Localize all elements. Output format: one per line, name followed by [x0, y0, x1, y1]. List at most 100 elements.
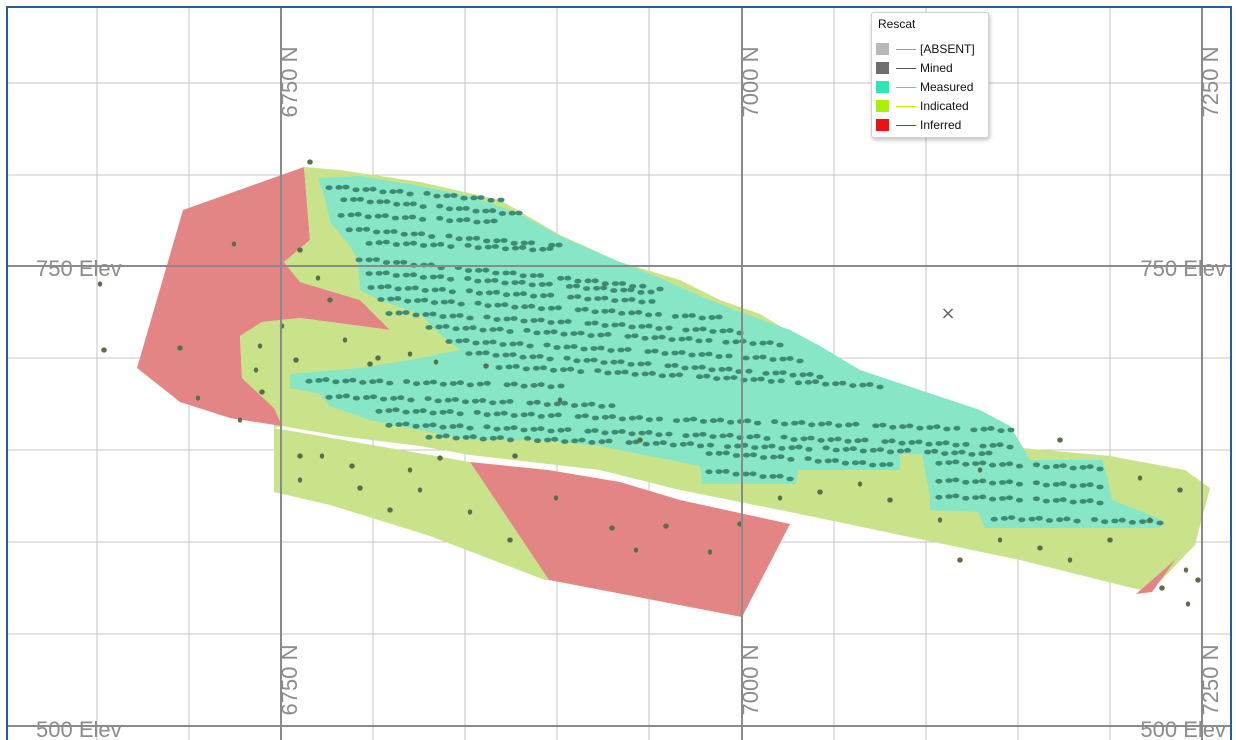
drill-hole-dot — [490, 218, 498, 224]
drill-hole-dot — [425, 325, 433, 330]
drill-hole-dot — [365, 241, 373, 246]
drill-hole-dot — [528, 282, 536, 288]
drill-hole-dot — [554, 412, 562, 418]
drill-hole-dot — [510, 425, 518, 431]
drill-hole-dot — [397, 395, 405, 401]
drill-hole-dot — [999, 496, 1007, 501]
drill-hole-dot — [769, 357, 777, 362]
drill-hole-dot — [1042, 482, 1050, 488]
drill-hole-dot — [656, 286, 664, 292]
drill-hole-dot — [429, 422, 437, 428]
drill-hole-dot — [553, 345, 561, 350]
drill-hole-dot — [1042, 464, 1050, 470]
drill-hole-dot — [492, 353, 500, 358]
drill-hole-dot — [1057, 437, 1063, 443]
drill-hole-dot — [601, 414, 610, 420]
drill-hole-dot — [709, 434, 717, 439]
legend-item-mined[interactable]: Mined — [876, 60, 988, 76]
drill-hole-dot — [611, 298, 619, 303]
drill-hole-dot — [825, 421, 833, 426]
drill-hole-dot — [979, 443, 987, 449]
drill-hole-dot — [500, 410, 508, 416]
drill-hole-dot — [423, 191, 431, 196]
drill-hole-dot — [237, 417, 243, 423]
drill-hole-dot — [400, 231, 408, 237]
drill-hole-dot — [410, 231, 418, 237]
drill-hole-dot — [796, 358, 804, 364]
drill-hole-dot — [447, 276, 455, 282]
drill-hole-dot — [572, 283, 581, 289]
drill-hole-dot — [618, 311, 626, 316]
drill-hole-dot — [506, 399, 514, 404]
drill-hole-dot — [381, 213, 389, 219]
drill-hole-dot — [977, 467, 983, 473]
drill-hole-dot — [671, 314, 680, 319]
legend[interactable]: Rescat [ABSENT] Mined Measured Indicated… — [871, 12, 989, 138]
drill-hole-dot — [851, 460, 860, 466]
drill-hole-dot — [530, 318, 538, 323]
drill-hole-dot — [377, 284, 385, 290]
drill-hole-dot — [678, 336, 686, 342]
drill-hole-dot — [962, 479, 970, 485]
drill-hole-dot — [786, 476, 794, 482]
drill-hole-dot — [762, 371, 770, 376]
drill-hole-dot — [483, 363, 489, 369]
drill-hole-dot — [808, 422, 816, 428]
drill-hole-dot — [509, 270, 517, 276]
drill-hole-dot — [257, 343, 263, 349]
drill-hole-dot — [379, 189, 387, 195]
drill-hole-dot — [425, 434, 433, 440]
legend-item-absent[interactable]: [ABSENT] — [876, 41, 988, 57]
drill-hole-dot — [611, 429, 619, 435]
drill-hole-dot — [421, 288, 429, 293]
drill-hole-dot — [609, 525, 615, 531]
drill-hole-dot — [1073, 518, 1081, 524]
drill-hole-dot — [588, 401, 596, 407]
drill-hole-dot — [402, 310, 410, 315]
drill-hole-dot — [430, 300, 439, 305]
drill-hole-dot — [1045, 518, 1054, 523]
drill-hole-traces — [97, 159, 1201, 607]
drill-hole-dot — [537, 306, 546, 312]
drill-hole-dot — [941, 451, 949, 456]
drill-hole-dot — [534, 438, 542, 444]
legend-item-measured[interactable]: Measured — [876, 79, 988, 95]
drill-hole-dot — [419, 408, 427, 414]
drill-hole-dot — [970, 427, 978, 433]
drill-hole-dot — [727, 419, 735, 425]
drill-hole-dot — [957, 557, 963, 563]
drill-hole-dot — [580, 346, 588, 352]
drill-hole-dot — [394, 286, 402, 292]
drill-hole-dot — [628, 310, 636, 316]
drill-hole-dot — [452, 326, 460, 332]
drill-hole-dot — [791, 420, 799, 426]
drill-hole-dot — [474, 300, 482, 306]
drill-hole-dot — [771, 419, 779, 425]
drill-hole-dot — [668, 372, 677, 378]
drill-hole-dot — [1056, 517, 1064, 523]
legend-item-indicated[interactable]: Indicated — [876, 98, 988, 114]
drill-hole-dot — [968, 452, 976, 457]
drill-hole-dot — [412, 409, 420, 414]
drill-hole-dot — [985, 450, 993, 456]
legend-item-inferred[interactable]: Inferred — [876, 117, 988, 133]
drill-hole-dot — [557, 383, 565, 389]
drill-hole-dot — [369, 379, 377, 385]
drill-hole-dot — [512, 291, 521, 297]
drill-hole-dot — [925, 441, 933, 447]
drill-hole-dot — [753, 433, 761, 439]
drill-hole-dot — [635, 415, 644, 420]
drill-hole-dot — [384, 284, 392, 289]
northing-label-7250-bottom: 7250 N — [1198, 645, 1223, 716]
drill-hole-dot — [369, 186, 377, 192]
drill-hole-dot — [479, 398, 487, 403]
drill-hole-dot — [1079, 465, 1087, 470]
drill-hole-dot — [512, 364, 520, 369]
drill-hole-dot — [935, 441, 943, 446]
drill-hole-dot — [523, 328, 531, 333]
drill-hole-dot — [536, 273, 545, 278]
drill-hole-dot — [591, 309, 599, 315]
drill-hole-dot — [557, 397, 563, 403]
